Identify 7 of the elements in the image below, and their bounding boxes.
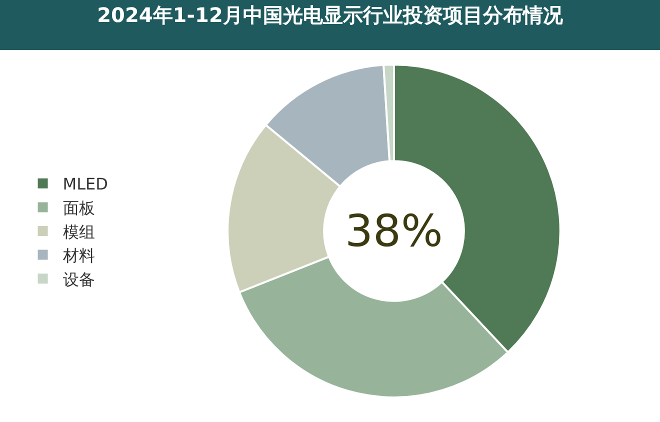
legend-label: 设备 — [62, 270, 95, 289]
legend-label: 模组 — [62, 222, 95, 242]
chart-title: 2024年1-12月中国光电显示行业投资项目分布情况 — [97, 2, 564, 27]
legend-label: 面板 — [62, 198, 95, 218]
text: 38% — [345, 206, 443, 257]
legend-label: 材料 — [62, 246, 95, 266]
legend-label: MLED — [62, 174, 108, 194]
